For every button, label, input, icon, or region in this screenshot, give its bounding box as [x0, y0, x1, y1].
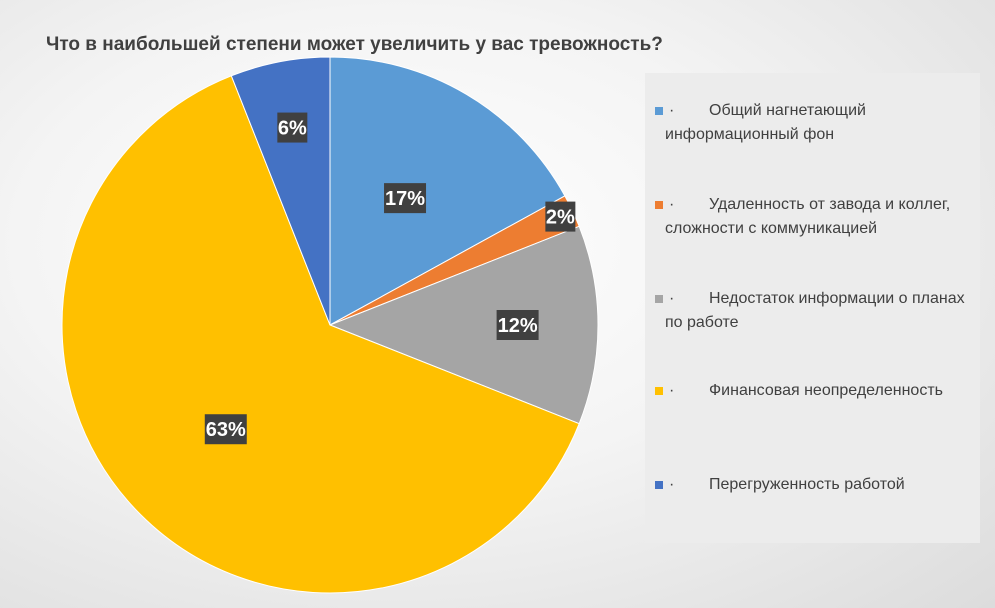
legend-bullet: ·	[669, 382, 675, 399]
legend-bullet: ·	[669, 290, 675, 307]
data-label-box	[496, 310, 539, 340]
data-label: 63%	[206, 419, 246, 441]
legend-label: Недостаток информации о планах по работе	[665, 290, 965, 331]
legend-label: Удаленность от завода и коллег, сложност…	[665, 196, 951, 237]
legend: · Общий нагнетающий информационный фон · Уд…	[645, 73, 980, 543]
data-label: 6%	[278, 118, 307, 140]
data-label: 17%	[385, 188, 425, 210]
pie-slice	[61, 75, 580, 594]
legend-bullet: ·	[669, 102, 675, 119]
legend-swatch	[655, 201, 663, 209]
legend-swatch	[655, 107, 663, 115]
pie-slice	[329, 56, 566, 326]
data-label: 12%	[498, 315, 538, 337]
data-label-box	[384, 183, 427, 214]
legend-item: · Финансовая неопределенность	[653, 379, 978, 403]
data-label-box	[545, 201, 576, 232]
legend-label: Общий нагнетающий информационный фон	[665, 102, 866, 143]
legend-item: · Удаленность от завода и коллег, сложнос…	[653, 193, 978, 241]
legend-swatch	[655, 481, 663, 489]
legend-bullet: ·	[669, 476, 675, 493]
chart-title: Что в наибольшей степени может увеличить…	[46, 34, 663, 55]
legend-swatch	[655, 295, 663, 303]
data-label-box	[277, 112, 308, 143]
pie-slice	[328, 225, 599, 425]
data-label-box	[204, 414, 247, 445]
data-label: 2%	[546, 207, 575, 229]
legend-item: · Недостаток информации о планах по работ…	[653, 287, 978, 335]
legend-label: Финансовая неопределенность	[709, 382, 943, 399]
legend-item: · Перегруженность работой	[653, 473, 978, 497]
legend-bullet: ·	[669, 196, 675, 213]
legend-label: Перегруженность работой	[709, 476, 905, 493]
legend-swatch	[655, 387, 663, 395]
legend-item: · Общий нагнетающий информационный фон	[653, 99, 978, 147]
